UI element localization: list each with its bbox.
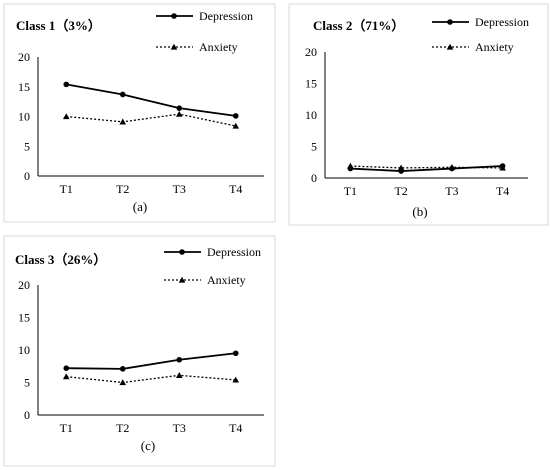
legend-label: Depression [199,9,253,23]
series-line-depression [66,83,236,117]
y-tick-label: 20 [305,45,317,59]
y-tick-label: 5 [24,376,30,390]
x-tick-label: T1 [60,182,73,196]
panel-caption: (a) [133,199,147,214]
series-line-depression [350,165,503,172]
chart-title: Class 3（26%） [15,252,106,267]
data-point-anxiety [347,162,354,169]
data-point-depression [63,81,70,88]
legend-marker-circle [447,19,453,25]
legend-label: Anxiety [475,40,514,54]
data-point-anxiety [499,164,506,171]
x-tick-label: T4 [229,182,242,196]
data-point-depression [232,113,239,119]
y-tick-label: 10 [18,343,30,357]
x-tick-label: T2 [116,182,129,196]
data-point-depression [232,350,239,357]
data-point-anxiety [232,376,240,383]
data-point-anxiety [62,113,70,120]
panel-caption: (b) [412,204,427,219]
legend-label: Depression [207,245,261,259]
y-tick-label: 20 [18,278,30,292]
y-tick-label: 15 [18,80,30,94]
legend-marker-triangle [178,276,186,283]
y-tick-label: 5 [24,139,30,153]
data-point-anxiety [62,373,70,380]
x-tick-label: T1 [344,184,357,198]
data-point-depression [119,91,126,98]
x-tick-label: T3 [445,184,458,198]
data-point-depression [176,105,183,111]
data-point-depression [176,356,183,363]
data-point-anxiety [397,164,405,171]
legend-label: Anxiety [207,273,246,287]
series-line-anxiety [66,113,236,127]
legend-marker-circle [179,249,185,255]
x-tick-label: T4 [229,421,242,435]
data-point-anxiety [448,163,456,170]
y-tick-label: 0 [311,171,317,185]
y-tick-label: 0 [24,408,30,422]
y-tick-label: 5 [311,140,317,154]
data-point-depression [63,365,70,372]
panel-caption: (c) [141,438,155,453]
panel-frame [288,3,549,226]
panel-frame [3,3,276,223]
legend-marker-triangle [170,43,178,50]
series-line-anxiety [66,374,236,384]
y-tick-label: 10 [18,110,30,124]
x-tick-label: T1 [60,421,73,435]
data-point-anxiety [119,379,127,386]
x-tick-label: T3 [173,421,186,435]
legend-marker-circle [171,13,177,19]
y-tick-label: 15 [305,77,317,91]
chart-panel-3: Class 3（26%） 0 5 10 15 20 T1 T2 T3 T4 Depression An… [3,235,276,467]
y-tick-label: 0 [24,169,30,183]
x-tick-label: T2 [394,184,407,198]
data-point-anxiety [175,110,183,117]
series-line-anxiety [350,165,503,169]
legend-label: Depression [475,15,529,29]
chart-title: Class 2（71%） [313,18,404,33]
chart-panel-1: Class 1（3%） 0 5 10 15 20 T1 T2 T3 T4 Depression Anx… [3,3,276,223]
chart-panel-2: Class 2（71%） 0 5 10 15 20 T1 T2 T3 T4 Depression An… [288,3,549,226]
data-point-anxiety [119,118,127,125]
x-tick-label: T2 [116,421,129,435]
data-point-anxiety [175,372,183,378]
series-line-depression [66,352,236,370]
data-point-depression [119,366,126,372]
data-point-anxiety [232,122,240,129]
chart-title: Class 1（3%） [16,18,101,33]
x-tick-label: T4 [496,184,509,198]
y-tick-label: 10 [305,108,317,122]
y-tick-label: 15 [18,311,30,325]
panel-frame [3,235,276,467]
legend-label: Anxiety [199,40,238,54]
x-tick-label: T3 [173,182,186,196]
y-tick-label: 20 [18,50,30,64]
legend-marker-triangle [446,43,454,50]
